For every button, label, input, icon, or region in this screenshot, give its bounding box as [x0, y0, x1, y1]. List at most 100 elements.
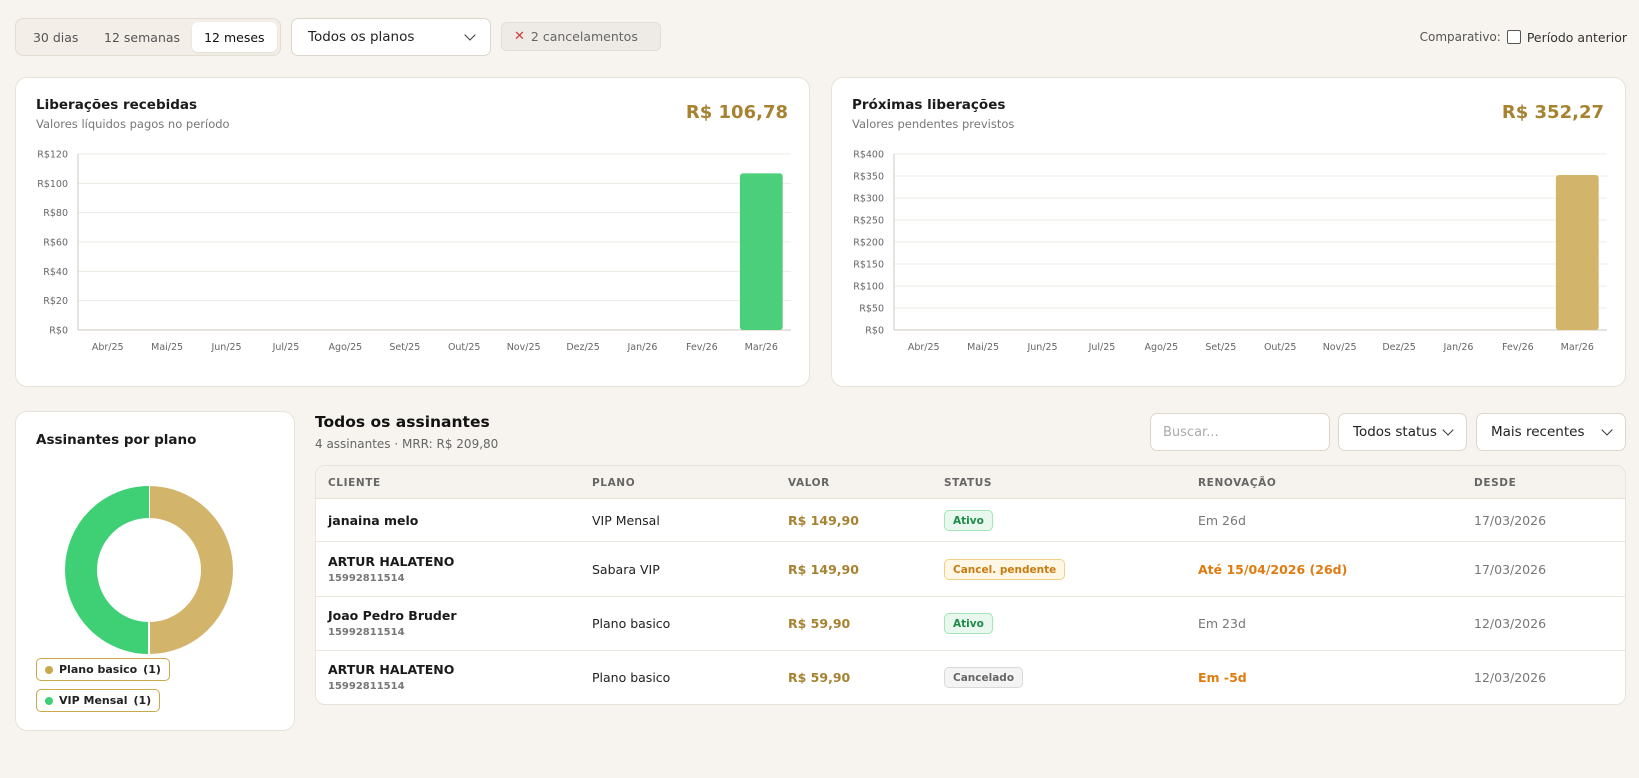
- chevron-down-icon: [1601, 424, 1613, 436]
- col-status[interactable]: STATUS: [944, 477, 993, 489]
- upcoming-chart: R$0 R$50 R$100 R$150 R$200 R$250 R$300 R$350 R$4…: [853, 150, 1607, 353]
- period-12-months[interactable]: 12 meses: [191, 22, 277, 52]
- x-tick-label: Out/25: [448, 342, 481, 353]
- previous-period-label[interactable]: Período anterior: [1526, 29, 1627, 45]
- y-tick-label: R$0: [49, 326, 68, 337]
- x-tick-label: Abr/25: [92, 342, 124, 353]
- plan-donut-chart: [65, 486, 233, 654]
- x-tick-label: Out/25: [1264, 342, 1297, 353]
- client-phone: 15992811514: [328, 681, 405, 692]
- legend-vip-mensal[interactable]: VIP Mensal (1): [36, 689, 161, 712]
- by-plan-card: Assinantes por plano Plano basico (1) VI…: [15, 411, 295, 731]
- table-row[interactable]: ARTUR HALATENO 15992811514 Sabara VIP R$…: [316, 543, 1625, 597]
- table-row[interactable]: janaina melo VIP Mensal R$ 149,90 Ativo …: [316, 499, 1625, 542]
- x-tick-label: Nov/25: [1323, 342, 1357, 353]
- status-filter-select[interactable]: Todos status: [1338, 413, 1467, 451]
- donut-slice[interactable]: [65, 486, 150, 654]
- y-tick-label: R$20: [43, 296, 68, 307]
- x-tick-label: Set/25: [1205, 342, 1236, 353]
- x-tick-label: Mai/25: [967, 342, 999, 353]
- x-tick-label: Fev/26: [686, 342, 718, 353]
- sort-select[interactable]: Mais recentes: [1476, 413, 1626, 451]
- since-date: 17/03/2026: [1474, 562, 1547, 577]
- x-tick-label: Jun/25: [210, 342, 241, 353]
- legend-plano-basico[interactable]: Plano basico (1): [36, 658, 170, 681]
- y-tick-label: R$100: [37, 179, 68, 190]
- legend-label: Plano basico: [59, 663, 138, 676]
- renewal: Em 23d: [1198, 616, 1246, 631]
- bar[interactable]: [1555, 175, 1599, 330]
- legend-label: VIP Mensal: [59, 694, 128, 707]
- table-row[interactable]: Joao Pedro Bruder 15992811514 Plano basi…: [316, 597, 1625, 651]
- received-total: R$ 106,78: [685, 102, 788, 123]
- since-date: 12/03/2026: [1474, 616, 1547, 631]
- legend-dot: [45, 665, 53, 674]
- client-phone: 15992811514: [328, 627, 405, 638]
- renewal: Em 26d: [1198, 513, 1246, 528]
- col-value[interactable]: VALOR: [788, 477, 830, 489]
- upcoming-total: R$ 352,27: [1501, 102, 1604, 123]
- compare-toggle: Comparativo: Período anterior: [1420, 18, 1627, 56]
- plan-filter-value: Todos os planos: [308, 29, 415, 45]
- chevron-down-icon: [464, 29, 476, 41]
- upcoming-title: Próximas liberações: [852, 97, 1006, 113]
- x-tick-label: Ago/25: [1145, 342, 1179, 353]
- received-subtitle: Valores líquidos pagos no período: [36, 117, 230, 131]
- plan-name: Sabara VIP: [592, 562, 660, 577]
- renewal: Em -5d: [1198, 670, 1247, 685]
- chevron-down-icon: [1442, 424, 1454, 436]
- status-badge: Ativo: [944, 510, 993, 531]
- period-selector: 30 dias 12 semanas 12 meses: [15, 18, 281, 56]
- x-tick-label: Abr/25: [908, 342, 940, 353]
- client-name: Joao Pedro Bruder: [328, 608, 457, 623]
- x-tick-label: Jul/25: [272, 342, 300, 353]
- bar[interactable]: [739, 173, 783, 330]
- upcoming-subtitle: Valores pendentes previstos: [852, 117, 1015, 131]
- subscribers-summary: 4 assinantes · MRR: R$ 209,80: [315, 437, 499, 451]
- donut-slice[interactable]: [148, 486, 233, 654]
- plan-name: Plano basico: [592, 616, 671, 631]
- received-title: Liberações recebidas: [36, 97, 198, 113]
- y-tick-label: R$300: [853, 194, 884, 205]
- col-plan[interactable]: PLANO: [592, 477, 636, 489]
- plan-value: R$ 59,90: [788, 670, 851, 685]
- cancellations-chip[interactable]: ✕ 2 cancelamentos: [501, 22, 661, 51]
- previous-period-checkbox[interactable]: [1506, 30, 1521, 44]
- since-date: 17/03/2026: [1474, 513, 1547, 528]
- cancellations-chip-label: 2 cancelamentos: [530, 29, 638, 44]
- table-row[interactable]: ARTUR HALATENO 15992811514 Plano basico …: [316, 651, 1625, 704]
- y-tick-label: R$0: [865, 326, 884, 337]
- plan-value: R$ 59,90: [788, 616, 851, 631]
- received-chart: R$0 R$20 R$40 R$60 R$80 R$100 R$120 Abr/25 Mai/2…: [37, 150, 791, 353]
- by-plan-title: Assinantes por plano: [36, 432, 197, 448]
- y-tick-label: R$40: [43, 267, 68, 278]
- y-tick-label: R$100: [853, 282, 884, 293]
- x-tick-label: Jan/26: [1442, 342, 1473, 353]
- col-renewal[interactable]: RENOVAÇÃO: [1198, 477, 1277, 489]
- plan-value: R$ 149,90: [788, 562, 859, 577]
- plan-value: R$ 149,90: [788, 513, 859, 528]
- plan-filter-select[interactable]: Todos os planos: [291, 18, 491, 56]
- x-tick-label: Ago/25: [329, 342, 363, 353]
- status-badge: Cancel. pendente: [944, 559, 1066, 580]
- period-12-weeks[interactable]: 12 semanas: [104, 29, 181, 45]
- subscribers-table: CLIENTE PLANO VALOR STATUS RENOVAÇÃO DES…: [315, 465, 1626, 705]
- received-card: Liberações recebidas Valores líquidos pa…: [15, 77, 810, 387]
- x-tick-label: Dez/25: [1382, 342, 1415, 353]
- x-tick-label: Nov/25: [507, 342, 541, 353]
- plan-name: VIP Mensal: [592, 513, 660, 528]
- col-client[interactable]: CLIENTE: [328, 477, 381, 489]
- y-tick-label: R$400: [853, 150, 884, 161]
- close-icon: ✕: [514, 29, 525, 44]
- sort-value: Mais recentes: [1491, 424, 1585, 440]
- plan-name: Plano basico: [592, 670, 671, 685]
- x-tick-label: Set/25: [389, 342, 420, 353]
- client-name: ARTUR HALATENO: [328, 662, 455, 677]
- period-30-days[interactable]: 30 dias: [32, 29, 79, 45]
- compare-label: Comparativo:: [1419, 30, 1501, 44]
- search-input[interactable]: [1150, 413, 1330, 451]
- col-since[interactable]: DESDE: [1474, 477, 1517, 489]
- y-tick-label: R$50: [859, 304, 884, 315]
- y-tick-label: R$200: [853, 238, 884, 249]
- x-tick-label: Mar/26: [745, 342, 778, 353]
